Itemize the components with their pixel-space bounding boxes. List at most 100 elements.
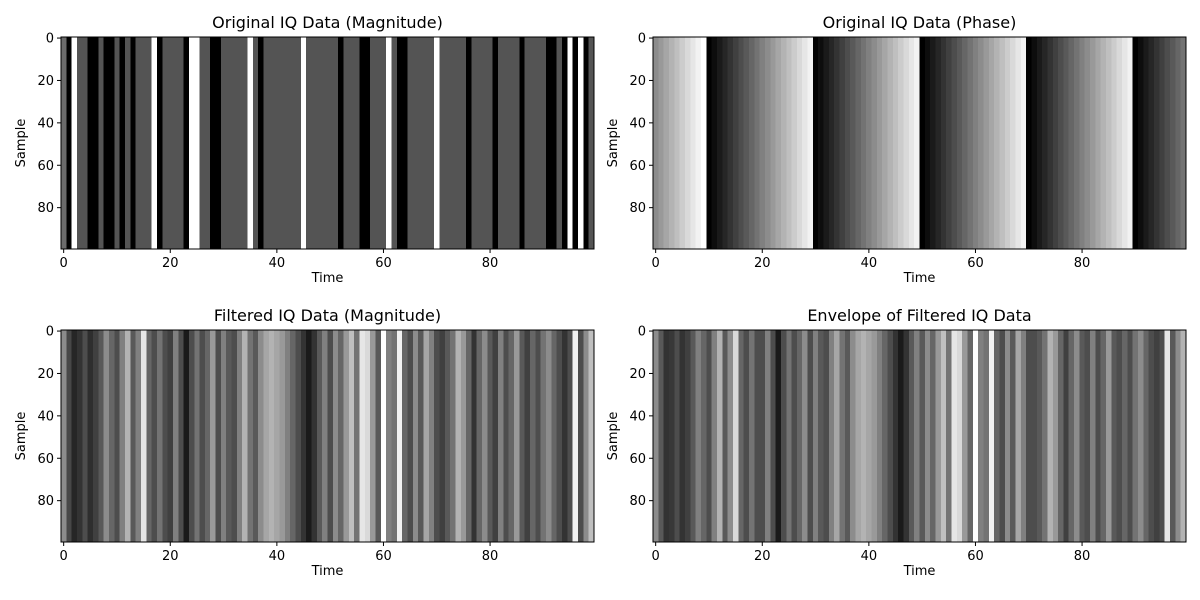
heatmap-column-68 [1015,37,1022,249]
heatmap-column-67 [418,330,425,542]
heatmap-column-13 [130,330,137,542]
y-tick-label: 80 [37,494,54,509]
heatmap-column-76 [466,37,473,249]
heatmap-column-4 [82,330,89,542]
heatmap-column-32 [231,37,238,249]
heatmap-column-81 [492,330,499,542]
heatmap-column-13 [722,37,729,249]
heatmap-column-41 [279,37,286,249]
heatmap-column-57 [956,330,963,542]
y-tick-label: 0 [638,32,646,47]
heatmap-column-87 [1116,330,1123,542]
heatmap-column-85 [1106,330,1112,542]
axes-frame [60,329,595,543]
heatmap-column-51 [332,37,339,249]
heatmap-column-35 [247,330,254,542]
heatmap-column-31 [818,37,825,249]
heatmap-column-99 [1180,330,1187,542]
heatmap-column-56 [951,330,958,542]
y-tick-label: 0 [46,32,54,47]
heatmap-column-22 [178,330,185,542]
heatmap-column-41 [279,330,286,542]
heatmap-column-34 [242,37,249,249]
heatmap-column-18 [156,37,163,249]
heatmap-column-32 [823,330,830,542]
heatmap-column-53 [343,37,350,249]
heatmap-column-78 [1068,330,1075,542]
heatmap-column-74 [455,37,462,249]
heatmap-column-10 [114,37,121,249]
heatmap-column-48 [908,37,915,249]
heatmap-column-37 [258,37,265,249]
heatmap-column-45 [892,37,899,249]
heatmap-column-66 [412,37,419,249]
heatmap-column-85 [514,37,520,249]
heatmap-column-38 [855,37,862,249]
heatmap-column-53 [935,330,942,542]
x-tick-label: 60 [375,256,392,271]
heatmap-column-0 [61,330,67,542]
heatmap-column-59 [375,37,382,249]
heatmap-column-65 [999,330,1006,542]
heatmap-column-19 [754,330,761,542]
heatmap-column-4 [82,37,89,249]
heatmap-column-90 [1132,37,1139,249]
heatmap-column-2 [663,37,670,249]
heatmap-column-19 [162,330,169,542]
panel-title: Envelope of Filtered IQ Data [807,306,1031,325]
heatmap-column-54 [940,37,947,249]
heatmap-column-47 [311,330,318,542]
heatmap-column-69 [1020,37,1027,249]
heatmap-column-3 [76,330,83,542]
heatmap-column-72 [444,330,451,542]
heatmap-column-8 [695,37,702,249]
heatmap-column-49 [914,330,921,542]
heatmap-column-10 [706,37,713,249]
heatmap-column-37 [258,330,265,542]
heatmap-column-63 [988,330,995,542]
heatmap-column-56 [359,37,366,249]
heatmap-column-16 [146,37,153,249]
heatmap-column-52 [930,330,937,542]
heatmap-column-8 [103,330,110,542]
heatmap-column-89 [535,330,542,542]
heatmap-column-94 [1154,330,1160,542]
heatmap-column-60 [972,330,979,542]
heatmap-column-79 [482,330,488,542]
heatmap-column-55 [354,37,361,249]
axes-frame [60,36,595,250]
heatmap-column-89 [1127,37,1134,249]
heatmap-column-70 [1026,330,1033,542]
heatmap-column-24 [780,330,787,542]
heatmap-column-80 [1079,37,1086,249]
heatmap-column-69 [428,37,435,249]
heatmap-column-92 [1143,37,1150,249]
heatmap-column-99 [1180,37,1187,249]
heatmap-column-45 [300,330,307,542]
heatmap-column-2 [663,330,670,542]
panel-title: Original IQ Data (Magnitude) [212,13,443,32]
heatmap-column-20 [167,37,174,249]
heatmap-column-28 [802,330,809,542]
heatmap-column-72 [1036,330,1043,542]
heatmap-column-94 [562,37,568,249]
heatmap-column-22 [770,37,777,249]
heatmap-column-22 [770,330,777,542]
heatmap-column-5 [87,330,94,542]
heatmap-column-95 [1159,37,1166,249]
heatmap-column-40 [866,37,873,249]
x-tick-label: 20 [754,549,771,564]
heatmap-column-40 [866,330,873,542]
heatmap-column-87 [524,330,531,542]
heatmap-column-45 [300,37,307,249]
heatmap-column-75 [460,37,467,249]
heatmap-column-60 [972,37,979,249]
heatmap-column-50 [919,330,926,542]
heatmap-column-51 [332,330,339,542]
heatmap-column-24 [780,37,787,249]
y-ticks: 0 20 40 60 80 [37,32,61,216]
heatmap-column-26 [199,330,206,542]
heatmap-column-86 [519,330,526,542]
heatmap-column-65 [999,37,1006,249]
